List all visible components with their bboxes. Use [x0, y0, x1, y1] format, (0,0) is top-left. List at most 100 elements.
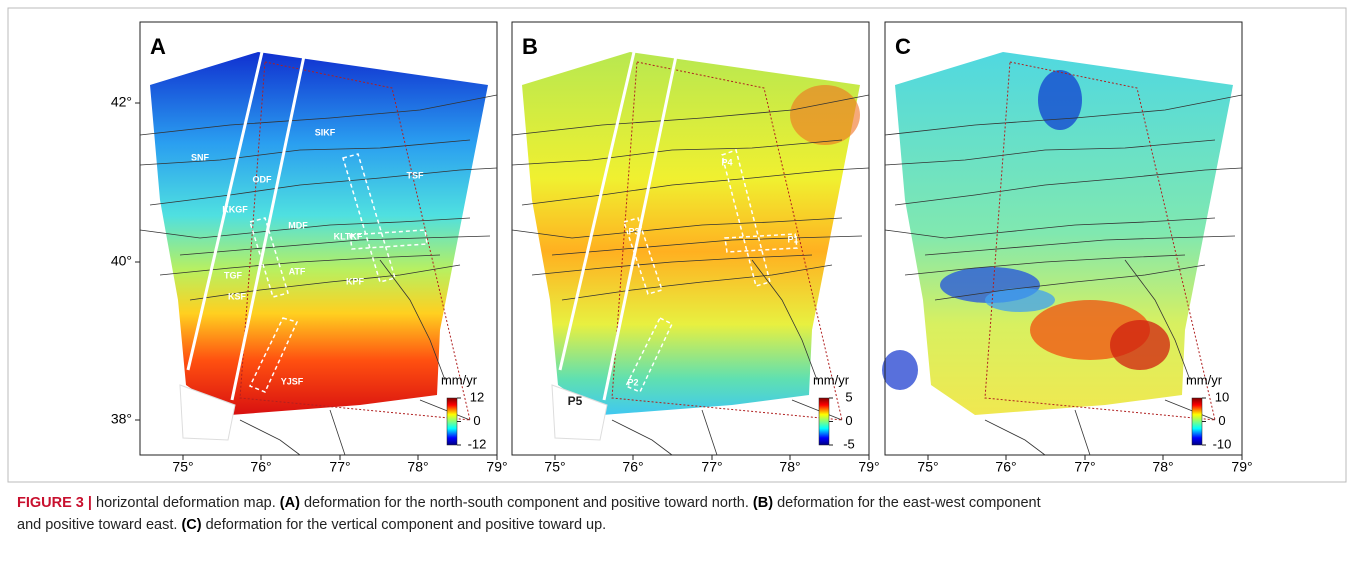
panel-ref: (C) — [181, 517, 202, 533]
fault-line — [1124, 259, 1191, 381]
caption-text: deformation for the east-west component — [777, 495, 1041, 511]
map-annotation: P3 — [628, 226, 639, 236]
profile-box — [624, 316, 673, 393]
map-annotation: KSF — [228, 291, 247, 301]
map-annotation: P5 — [568, 394, 583, 408]
map-annotation: KPF — [346, 276, 365, 286]
x-tick-label: 78° — [779, 459, 800, 475]
map-annotation: ODF — [253, 174, 273, 184]
x-tick-label: 75° — [917, 459, 938, 475]
colorbar-tick-label: -10 — [1213, 436, 1232, 451]
fault-line — [1074, 409, 1091, 456]
panel-ref: (B) — [752, 495, 774, 511]
colorbar-tick-label: 10 — [1215, 389, 1229, 404]
fault-line — [521, 167, 870, 206]
fault-line — [139, 217, 471, 239]
map-annotation: TSF — [407, 170, 425, 180]
fault-line — [239, 419, 301, 456]
fault-line — [611, 419, 673, 456]
figure-label: FIGURE 3 | — [17, 495, 92, 511]
panel-ref: (A) — [279, 495, 300, 511]
profile-box — [248, 317, 299, 393]
fault-line — [884, 217, 1216, 239]
figure-border — [7, 7, 1347, 483]
noise-patch — [882, 350, 918, 390]
fault-line — [419, 399, 471, 421]
map-annotation: ATF — [289, 266, 306, 276]
colorbar-tick-label: 0 — [845, 413, 852, 428]
x-tick-label: 76° — [995, 459, 1016, 475]
fault-line — [511, 217, 843, 239]
x-tick-label: 76° — [622, 459, 643, 475]
profile-box — [623, 217, 663, 295]
colorbar — [818, 397, 830, 446]
swath-outline — [179, 384, 236, 441]
figure: A 75° 76° 77° 78° 79° 42° 40° 38° SIKF SNF ODF TSF KK… — [7, 7, 1347, 483]
colorbar-tick-label: 0 — [1218, 413, 1225, 428]
colorbar-unit: mm/yr — [813, 372, 850, 387]
profile-line — [186, 51, 264, 371]
profile-line — [230, 55, 306, 401]
deformation-field — [150, 52, 488, 415]
panel-label: C — [895, 34, 911, 59]
caption-title: horizontal deformation map. — [96, 495, 276, 511]
fault-line — [551, 235, 863, 256]
x-tick-label: 77° — [701, 459, 722, 475]
panel-frame — [139, 21, 498, 456]
x-tick-label: 76° — [250, 459, 271, 475]
colorbar-tick-label: -12 — [468, 436, 487, 451]
y-tick-label: 38° — [111, 411, 132, 427]
profile-box — [721, 149, 771, 287]
fault-line — [149, 167, 498, 206]
map-annotation: KLTKF — [334, 231, 363, 241]
map-annotation: SNF — [191, 152, 210, 162]
map-annotation: MDF — [288, 220, 308, 230]
x-tick-label: 79° — [858, 459, 879, 475]
map-annotation: P1 — [787, 234, 798, 244]
fault-line — [894, 167, 1243, 206]
profile-box — [349, 229, 428, 250]
fault-line — [189, 264, 461, 301]
colorbar — [1191, 397, 1203, 446]
fault-line — [984, 419, 1046, 456]
fault-line — [751, 259, 818, 381]
map-annotation: P4 — [721, 157, 732, 167]
caption-text: deformation for the vertical component a… — [205, 517, 607, 533]
panel-label: A — [150, 34, 166, 59]
fault-line — [511, 139, 843, 166]
fault-line — [379, 259, 446, 381]
x-tick-label: 77° — [329, 459, 350, 475]
fault-line — [1164, 399, 1216, 421]
y-tick-label: 42° — [111, 94, 132, 110]
profile-box — [342, 153, 396, 283]
fault-line — [924, 235, 1236, 256]
fault-line — [701, 409, 718, 456]
fault-line — [159, 254, 441, 276]
fault-line — [934, 264, 1206, 301]
colorbar — [446, 397, 458, 446]
x-tick-label: 77° — [1074, 459, 1095, 475]
panel-label: B — [522, 34, 538, 59]
panel-frame — [884, 21, 1243, 456]
noise-patch — [985, 288, 1055, 312]
anomaly — [790, 85, 860, 145]
colorbar-tick-label: 12 — [470, 389, 484, 404]
map-panel: B 75° 76° 77° 78° 79° P4 P3 P1 P2 P5 mm/yr 5 0 -5 — [511, 21, 880, 475]
fault-line — [561, 264, 833, 301]
fault-line — [904, 254, 1186, 276]
colorbar-unit: mm/yr — [441, 372, 478, 387]
map-panel: C 75° 76° 77° 78° 79° mm/yr 10 0 -10 — [882, 21, 1253, 475]
caption-text: and positive toward east. — [17, 517, 178, 533]
swath-outline — [551, 384, 608, 441]
noise-patch — [1110, 320, 1170, 370]
map-annotation: TGF — [224, 270, 242, 280]
profile-line — [602, 55, 678, 401]
panel-frame — [511, 21, 870, 456]
fault-line — [139, 94, 498, 136]
x-tick-label: 79° — [486, 459, 507, 475]
x-tick-label: 75° — [172, 459, 193, 475]
colorbar-tick-label: 0 — [473, 413, 480, 428]
caption-text: deformation for the north-south componen… — [303, 495, 749, 511]
fault-line — [791, 399, 843, 421]
